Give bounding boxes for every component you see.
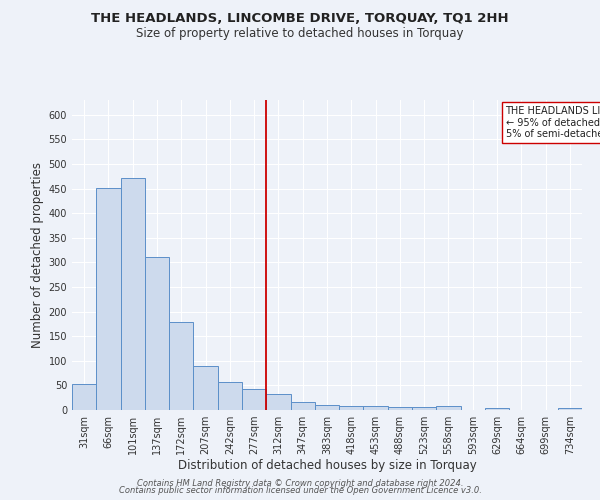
Text: Size of property relative to detached houses in Torquay: Size of property relative to detached ho… — [136, 28, 464, 40]
Bar — [388, 407, 412, 410]
Bar — [96, 188, 121, 410]
Bar — [436, 406, 461, 410]
Bar — [412, 407, 436, 410]
Text: THE HEADLANDS, LINCOMBE DRIVE, TORQUAY, TQ1 2HH: THE HEADLANDS, LINCOMBE DRIVE, TORQUAY, … — [91, 12, 509, 26]
Bar — [364, 406, 388, 410]
Bar — [145, 258, 169, 410]
Bar — [339, 406, 364, 410]
Bar — [266, 394, 290, 410]
Bar — [485, 408, 509, 410]
Text: Contains public sector information licensed under the Open Government Licence v3: Contains public sector information licen… — [119, 486, 481, 495]
Bar — [72, 384, 96, 410]
Bar — [121, 178, 145, 410]
Bar — [315, 405, 339, 410]
Bar — [193, 366, 218, 410]
Bar — [290, 402, 315, 410]
Y-axis label: Number of detached properties: Number of detached properties — [31, 162, 44, 348]
X-axis label: Distribution of detached houses by size in Torquay: Distribution of detached houses by size … — [178, 458, 476, 471]
Bar — [218, 382, 242, 410]
Bar — [558, 408, 582, 410]
Text: THE HEADLANDS LINCOMBE DRIVE: 305sqm
← 95% of detached houses are smaller (1,640: THE HEADLANDS LINCOMBE DRIVE: 305sqm ← 9… — [505, 106, 600, 140]
Bar — [169, 322, 193, 410]
Bar — [242, 389, 266, 410]
Text: Contains HM Land Registry data © Crown copyright and database right 2024.: Contains HM Land Registry data © Crown c… — [137, 478, 463, 488]
